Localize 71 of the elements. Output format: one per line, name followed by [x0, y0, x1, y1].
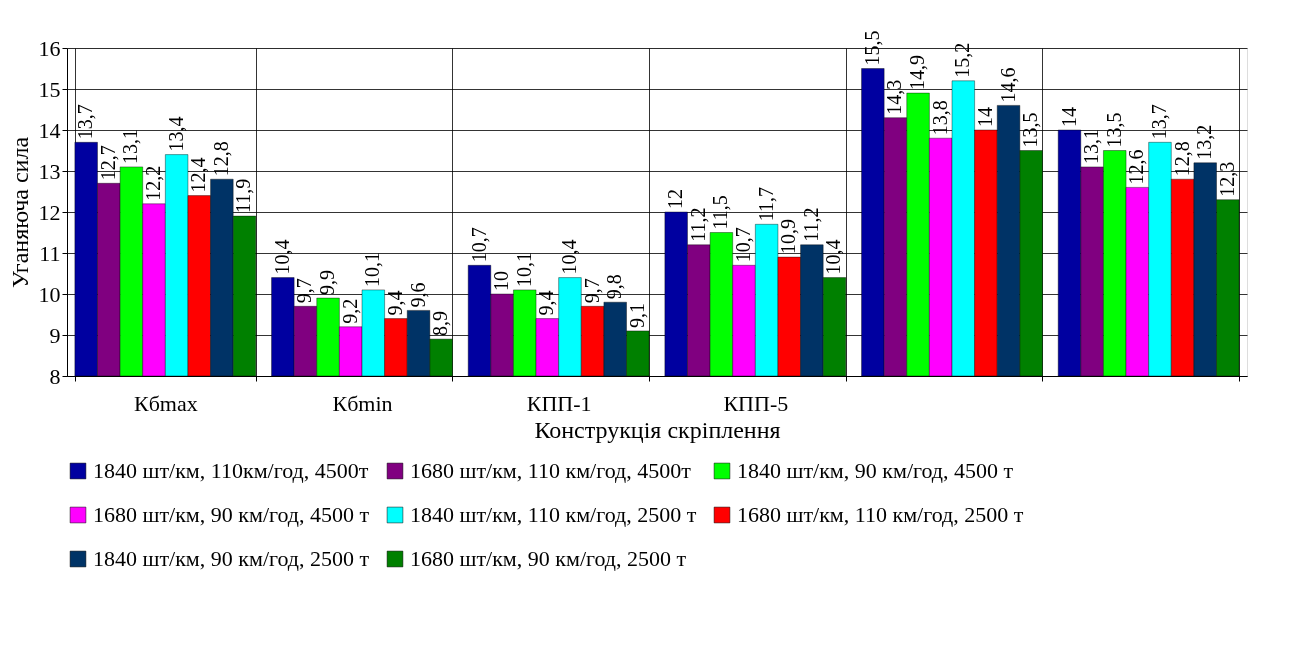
- legend-label: 1840 шт/км, 110 км/год, 2500 т: [410, 502, 697, 527]
- x-tick-label: Кбmin: [332, 390, 393, 416]
- y-tick-label: 13: [38, 158, 61, 184]
- data-label: 9,9: [316, 270, 339, 296]
- y-tick-label: 9: [49, 322, 61, 348]
- legend-label: 1680 шт/км, 90 км/год, 4500 т: [93, 502, 370, 527]
- data-label: 14,9: [906, 55, 929, 91]
- data-label: 10,4: [270, 239, 293, 275]
- legend-label: 1840 шт/км, 90 км/год, 2500 т: [93, 546, 370, 571]
- data-label: 10,1: [512, 251, 535, 287]
- data-label: 11,9: [232, 178, 255, 214]
- data-label: 9,7: [580, 278, 603, 304]
- data-label: 8,9: [429, 311, 452, 337]
- data-label: 13,5: [1102, 112, 1125, 148]
- y-tick-label: 15: [38, 76, 61, 102]
- data-label: 12,2: [142, 165, 165, 201]
- data-label: 10: [490, 271, 513, 291]
- data-label: 14,3: [883, 79, 906, 115]
- data-label: 13,2: [1193, 124, 1216, 160]
- y-tick-label: 8: [49, 363, 61, 389]
- data-label: 14,6: [996, 67, 1019, 103]
- data-label: 10,1: [361, 251, 384, 287]
- data-label: 13,1: [1080, 128, 1103, 164]
- data-label: 13,8: [928, 100, 951, 136]
- data-label: 9,1: [625, 302, 648, 328]
- x-axis-title: Конструкція скріплення: [534, 416, 781, 443]
- data-label: 12,4: [187, 157, 210, 193]
- data-label: 9,4: [535, 290, 558, 316]
- data-label: 14: [973, 107, 996, 127]
- data-label: 11,7: [754, 187, 777, 222]
- data-label: 10,4: [822, 239, 845, 275]
- data-label: 15,5: [860, 30, 883, 66]
- data-label: 14: [1057, 107, 1080, 127]
- data-label: 9,8: [603, 274, 626, 300]
- data-label: 12,6: [1125, 149, 1148, 185]
- data-label: 11,2: [799, 207, 822, 242]
- data-label: 11,5: [709, 195, 732, 230]
- data-label: 13,5: [1019, 112, 1042, 148]
- legend-label: 1680 шт/км, 90 км/год, 2500 т: [410, 546, 687, 571]
- y-tick-label: 10: [38, 281, 61, 307]
- data-label: 13,7: [1147, 104, 1170, 140]
- data-label: 10,7: [732, 227, 755, 263]
- data-label: 13,7: [74, 104, 97, 140]
- data-label: 10,9: [777, 219, 800, 255]
- data-label: 11,2: [686, 207, 709, 242]
- data-label: 12,8: [209, 141, 232, 177]
- x-tick-label: Кбmax: [133, 390, 198, 416]
- y-tick-label: 11: [39, 240, 61, 266]
- data-label: 9,4: [383, 290, 406, 316]
- y-tick-label: 14: [38, 117, 61, 143]
- data-label: 12,8: [1170, 141, 1193, 177]
- data-label: 9,7: [293, 278, 316, 304]
- data-label: 13,1: [119, 128, 142, 164]
- y-tick-label: 12: [38, 199, 61, 225]
- data-label: 15,2: [951, 42, 974, 78]
- y-axis-title: Уганяюча сила: [6, 136, 33, 289]
- data-label: 13,4: [164, 116, 187, 152]
- data-label: 12: [664, 189, 687, 209]
- data-label: 12,3: [1215, 161, 1238, 197]
- data-label: 10,4: [557, 239, 580, 275]
- legend-label: 1840 шт/км, 110км/год, 4500т: [93, 458, 369, 483]
- data-label: 9,2: [338, 298, 361, 324]
- legend-label: 1680 шт/км, 110 км/год, 4500т: [410, 458, 692, 483]
- legend-label: 1680 шт/км, 110 км/год, 2500 т: [737, 502, 1024, 527]
- data-label: 9,6: [406, 282, 429, 308]
- legend-label: 1840 шт/км, 90 км/год, 4500 т: [737, 458, 1014, 483]
- data-label: 12,7: [96, 145, 119, 181]
- data-label: 10,7: [467, 227, 490, 263]
- x-tick-label: КПП-5: [723, 390, 789, 416]
- x-tick-label: КПП-1: [526, 390, 592, 416]
- y-tick-label: 16: [38, 35, 61, 61]
